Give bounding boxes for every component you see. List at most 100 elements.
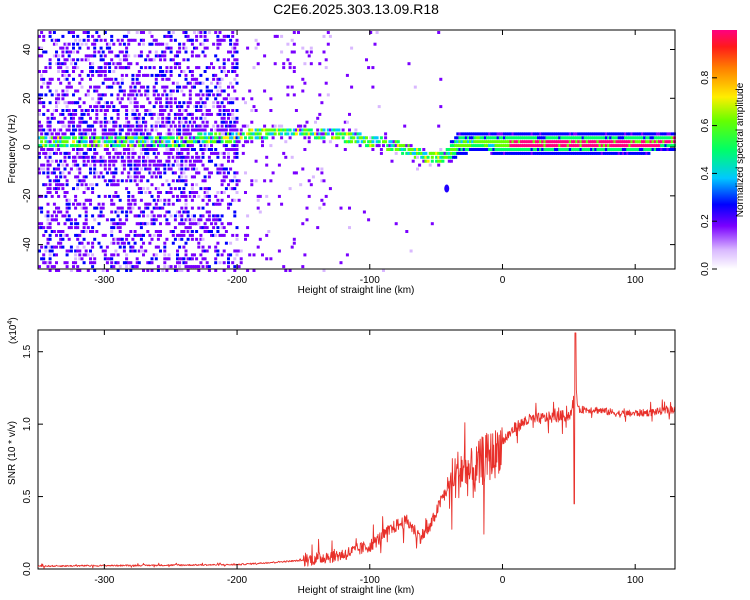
spectrogram-cell <box>210 128 213 132</box>
spectrogram-cell <box>139 226 143 230</box>
spectrogram-cell <box>545 140 549 144</box>
spectrogram-cell <box>156 42 160 46</box>
spectrogram-cell <box>617 132 621 136</box>
spectrogram-cell <box>356 136 360 140</box>
spectrogram-cell <box>148 31 152 34</box>
spectrogram-cell <box>600 148 604 151</box>
spectrogram-cell <box>660 148 664 151</box>
spectrogram-cell <box>108 50 112 54</box>
spectrogram-cell <box>110 136 114 140</box>
spectrogram-cell <box>112 148 116 151</box>
spectrogram-cell <box>84 155 88 159</box>
spectrogram-cell <box>439 105 443 109</box>
spectrogram-cell <box>93 144 97 148</box>
spectrogram-cell <box>52 136 56 140</box>
spectrogram-cell <box>146 179 150 183</box>
spectrogram-cell <box>55 50 58 54</box>
spectrogram-cell <box>171 58 175 62</box>
spectrogram-cell <box>479 144 483 148</box>
spectrogram-cell <box>190 183 194 187</box>
spectrogram-cell <box>110 132 114 136</box>
spectrogram-cell <box>95 144 99 148</box>
spectrogram-cell <box>82 245 86 249</box>
spectrogram-cell <box>133 198 137 202</box>
spectrogram-cell <box>99 206 103 210</box>
spectrogram-cell <box>222 112 226 116</box>
spectrogram-cell <box>76 42 80 46</box>
spectrogram-cell <box>596 132 600 136</box>
spectrogram-cell <box>173 218 177 222</box>
spectrogram-cell <box>220 151 224 155</box>
spectrogram-cell <box>405 230 409 233</box>
spectrogram-cell <box>403 148 407 151</box>
spectrogram-cell <box>214 54 218 58</box>
spectrogram-cell <box>562 132 566 136</box>
spectrogram-cell <box>99 144 103 148</box>
spectrogram-cell <box>137 120 141 124</box>
spectrogram-cell <box>120 105 124 109</box>
spectrogram-cell <box>139 124 143 128</box>
spectrogram-cell <box>422 155 426 159</box>
spectrogram-cell <box>585 140 589 144</box>
spectrogram-cell <box>118 198 122 202</box>
spectrogram-cell <box>146 109 150 112</box>
spectrogram-cell <box>222 179 226 183</box>
spectrogram-cell <box>178 66 182 70</box>
spectrogram-cell <box>464 136 468 140</box>
spectrogram-cell <box>161 120 165 124</box>
spectrogram-cell <box>284 155 288 159</box>
spectrogram-cell <box>110 230 114 233</box>
spectrogram-cell <box>193 105 196 109</box>
spectrogram-cell <box>103 144 107 148</box>
spectrogram-cell <box>52 187 56 191</box>
spectrogram-cell <box>165 148 169 151</box>
spectrogram-cell <box>598 148 602 151</box>
spectrogram-cell <box>233 148 237 151</box>
spectrogram-cell <box>197 241 201 245</box>
spectrogram-cell <box>50 194 54 198</box>
spectrogram-cell <box>224 124 228 128</box>
spectrogram-cell <box>118 230 122 233</box>
spectrogram-cell <box>167 265 171 269</box>
spectrogram-cell <box>188 140 192 144</box>
spectrogram-cell <box>244 124 247 128</box>
spectrogram-cell <box>545 144 549 148</box>
spectrogram-cell <box>57 62 61 66</box>
spectrogram-cell <box>577 148 581 151</box>
spectrogram-cell <box>169 187 173 191</box>
spectrogram-cell <box>167 222 171 226</box>
spectrogram-cell <box>171 230 175 233</box>
spectrogram-cell <box>131 198 135 202</box>
spectrogram-cell <box>288 136 292 140</box>
spectrogram-cell <box>46 163 50 167</box>
spectrogram-cell <box>456 132 460 136</box>
spectrogram-cell <box>152 214 156 218</box>
spectrogram-cell <box>222 191 226 194</box>
spectrogram-cell <box>577 140 581 144</box>
spectrogram-cell <box>55 233 58 237</box>
spectrogram-cell <box>643 132 647 136</box>
spectrogram-cell <box>112 140 116 144</box>
spectrogram-cell <box>229 112 233 116</box>
spectrogram-cell <box>324 194 328 198</box>
spectrogram-cell <box>488 144 492 148</box>
spectrogram-cell <box>193 46 196 50</box>
snr-x-label: Height of straight line (km) <box>298 585 415 596</box>
spectrogram-cell <box>199 261 203 265</box>
spectrogram-cell <box>621 151 625 155</box>
spectrogram-cell <box>167 151 171 155</box>
spectrogram-cell <box>653 132 657 136</box>
spectrogram-cell <box>256 62 260 66</box>
spectrogram-cell <box>142 253 145 257</box>
spectrogram-cell <box>129 230 133 233</box>
spectrogram-cell <box>176 128 179 132</box>
spectrogram-cell <box>112 62 116 66</box>
spectrogram-cell <box>322 34 326 38</box>
spectrogram-cell <box>122 163 126 167</box>
spectrogram-cell <box>91 132 95 136</box>
spectrogram-cell <box>235 144 239 148</box>
spectrogram-cell <box>258 237 262 241</box>
spectrogram-cell <box>636 151 640 155</box>
spectrogram-cell <box>261 128 264 132</box>
